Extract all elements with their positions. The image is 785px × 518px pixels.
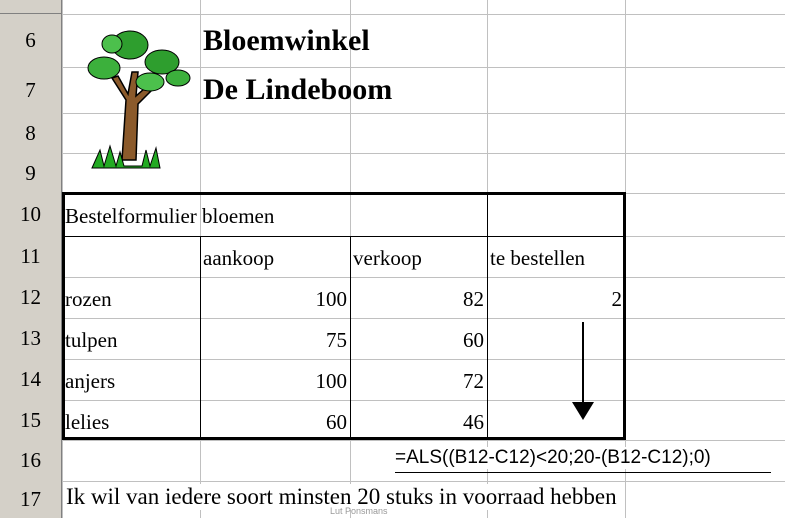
spreadsheet: 67891011121314151617BloemwinkelDe Lindeb… (0, 0, 785, 518)
tree-icon (88, 31, 190, 168)
decoration (0, 0, 785, 518)
arrow (572, 322, 594, 420)
